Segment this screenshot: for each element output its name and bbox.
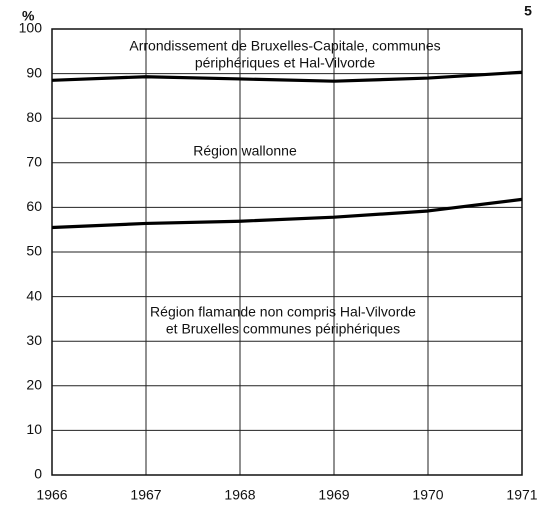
y-tick-label: 0 bbox=[34, 466, 42, 482]
page-number: 5 bbox=[524, 3, 532, 19]
y-tick-label: 10 bbox=[26, 421, 42, 437]
y-tick-label: 60 bbox=[26, 198, 42, 214]
x-tick-label: 1966 bbox=[36, 487, 67, 503]
x-tick-label: 1970 bbox=[412, 487, 443, 503]
x-tick-label: 1968 bbox=[224, 487, 255, 503]
plot-frame bbox=[51, 28, 523, 476]
x-tick-label: 1969 bbox=[318, 487, 349, 503]
y-tick-label: 90 bbox=[26, 64, 42, 80]
series-line bbox=[51, 197, 523, 230]
x-tick-label: 1971 bbox=[506, 487, 537, 503]
y-tick-label: 80 bbox=[26, 109, 42, 125]
x-tick-label: 1967 bbox=[130, 487, 161, 503]
y-axis-label: % bbox=[22, 8, 35, 24]
y-tick-label: 100 bbox=[19, 20, 43, 36]
annotation: périphériques et Hal-Vilvorde bbox=[195, 55, 375, 71]
annotation: Région flamande non compris Hal-Vilvorde bbox=[150, 304, 416, 320]
annotation: et Bruxelles communes périphériques bbox=[166, 321, 400, 337]
series-line bbox=[51, 70, 523, 83]
annotation: Région wallonne bbox=[193, 143, 297, 159]
y-tick-label: 30 bbox=[26, 332, 42, 348]
annotation: Arrondissement de Bruxelles-Capitale, co… bbox=[129, 38, 440, 54]
y-tick-label: 20 bbox=[26, 377, 42, 393]
y-tick-label: 40 bbox=[26, 287, 42, 303]
y-tick-label: 50 bbox=[26, 243, 42, 259]
y-tick-label: 70 bbox=[26, 154, 42, 170]
